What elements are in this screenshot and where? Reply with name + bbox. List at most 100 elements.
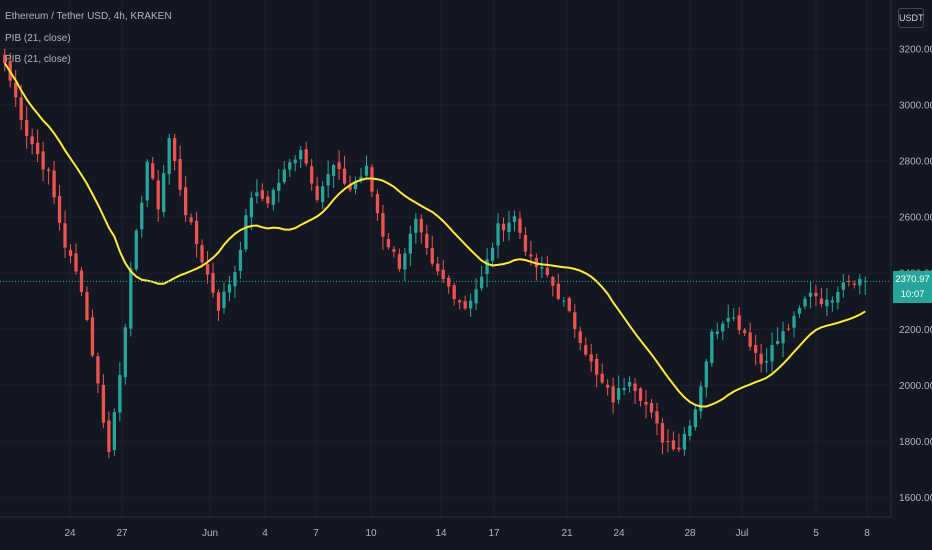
candle-body: [167, 138, 171, 175]
candle-body: [216, 292, 221, 311]
candle-body: [348, 184, 352, 190]
candle-body: [841, 282, 845, 290]
last-price-label: 2370.97: [893, 271, 932, 289]
candle-body: [468, 300, 473, 309]
candle-body: [556, 283, 560, 299]
candle-body: [677, 447, 681, 450]
candle-body: [408, 233, 412, 254]
candle-body: [627, 382, 632, 387]
time-tick-label: 8: [864, 528, 870, 539]
candle-body: [858, 278, 862, 286]
time-tick-label: 24: [64, 528, 76, 539]
candle-body: [381, 212, 385, 237]
candle-body: [41, 151, 45, 170]
candle-body: [90, 317, 95, 356]
time-tick-label: 28: [684, 528, 696, 539]
candle-body: [501, 223, 506, 231]
candle-body: [611, 386, 615, 403]
candles: [3, 48, 867, 459]
candle-body: [441, 269, 445, 280]
candle-body: [299, 150, 303, 160]
candle-body: [485, 259, 489, 275]
candle-body: [830, 300, 835, 303]
candle-body: [183, 187, 188, 216]
candle-body: [688, 425, 692, 436]
candle-body: [25, 120, 29, 136]
candle-body: [85, 291, 89, 320]
indicator-legend-1[interactable]: PIB (21, close): [5, 33, 71, 44]
candle-body: [638, 388, 643, 401]
time-tick-label: Jul: [736, 528, 749, 539]
candle-body: [205, 264, 210, 275]
candle-body: [496, 223, 500, 246]
candle-body: [315, 186, 319, 200]
time-tick-label: 17: [488, 528, 500, 539]
candle-body: [573, 312, 577, 330]
time-tick-label: 5: [813, 528, 819, 539]
candle-body: [452, 285, 456, 300]
candle-body: [293, 159, 297, 164]
candle-body: [63, 223, 67, 248]
candle-body: [282, 169, 286, 183]
candle-body: [595, 358, 599, 375]
time-tick-label: 21: [561, 528, 573, 539]
candle-body: [403, 253, 407, 270]
candle-body: [337, 162, 341, 170]
candle-body: [266, 196, 270, 204]
indicator-legend-2[interactable]: PIB (21, close): [5, 54, 71, 65]
candle-body: [145, 161, 149, 201]
candle-body: [151, 163, 155, 179]
candle-body: [140, 202, 144, 230]
candle-body: [359, 176, 363, 181]
candle-body: [57, 196, 62, 223]
symbol-title[interactable]: Ethereum / Tether USD, 4h, KRAKEN: [5, 11, 172, 22]
price-tick-label: 2000.00: [899, 381, 932, 392]
candle-body: [342, 168, 347, 184]
currency-button[interactable]: USDT: [898, 8, 924, 28]
candle-body: [326, 174, 330, 186]
time-axis[interactable]: 24 27 Jun 4 7 10 14 17 21 24 28 Jul 5 8: [64, 528, 870, 539]
candle-body: [721, 323, 725, 332]
candle-body: [775, 341, 780, 344]
candle-body: [660, 423, 665, 443]
candle-body: [474, 289, 478, 304]
price-tick-label: 2600.00: [899, 213, 932, 224]
candle-body: [512, 216, 517, 222]
candle-body: [781, 331, 785, 344]
candle-body: [819, 298, 824, 305]
candle-body: [589, 354, 593, 362]
candle-body: [671, 440, 676, 450]
candle-body: [479, 276, 484, 289]
candle-body: [200, 245, 204, 263]
time-tick-label: 24: [613, 528, 625, 539]
candle-body: [808, 292, 813, 297]
candle-body: [19, 97, 23, 120]
candle-body: [414, 218, 418, 233]
candle-body: [490, 247, 495, 261]
candle-body: [764, 360, 769, 363]
candle-body: [46, 169, 51, 171]
candle-body: [331, 165, 336, 176]
candle-body: [606, 384, 610, 388]
time-tick-label: 10: [365, 528, 377, 539]
candle-body: [644, 401, 648, 405]
candle-body: [123, 327, 127, 378]
candle-body: [162, 173, 166, 213]
candle-body: [715, 331, 719, 334]
candle-body: [743, 330, 747, 334]
candle-body: [277, 182, 281, 191]
candle-body: [74, 253, 78, 272]
candle-body: [803, 298, 807, 307]
candle-body: [222, 291, 226, 309]
candle-body: [458, 300, 462, 303]
candle-body: [726, 318, 730, 322]
candle-body: [545, 267, 550, 276]
candle-body: [112, 412, 117, 451]
candle-body: [732, 317, 736, 319]
candle-body: [430, 248, 434, 264]
candle-body: [759, 353, 763, 364]
candle-body: [129, 268, 133, 329]
price-tick-label: 3200.00: [899, 45, 932, 56]
candle-body: [540, 267, 544, 269]
